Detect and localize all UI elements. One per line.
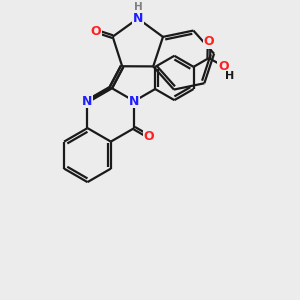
Text: O: O — [204, 35, 214, 48]
Text: O: O — [144, 130, 154, 143]
Text: O: O — [218, 60, 229, 73]
Text: N: N — [129, 94, 140, 108]
Text: N: N — [133, 12, 143, 25]
Text: H: H — [134, 2, 142, 12]
Text: O: O — [91, 25, 101, 38]
Text: N: N — [82, 94, 93, 108]
Text: H: H — [225, 71, 234, 81]
